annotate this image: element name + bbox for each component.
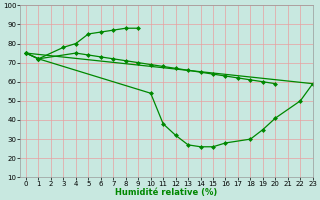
X-axis label: Humidité relative (%): Humidité relative (%) — [115, 188, 217, 197]
